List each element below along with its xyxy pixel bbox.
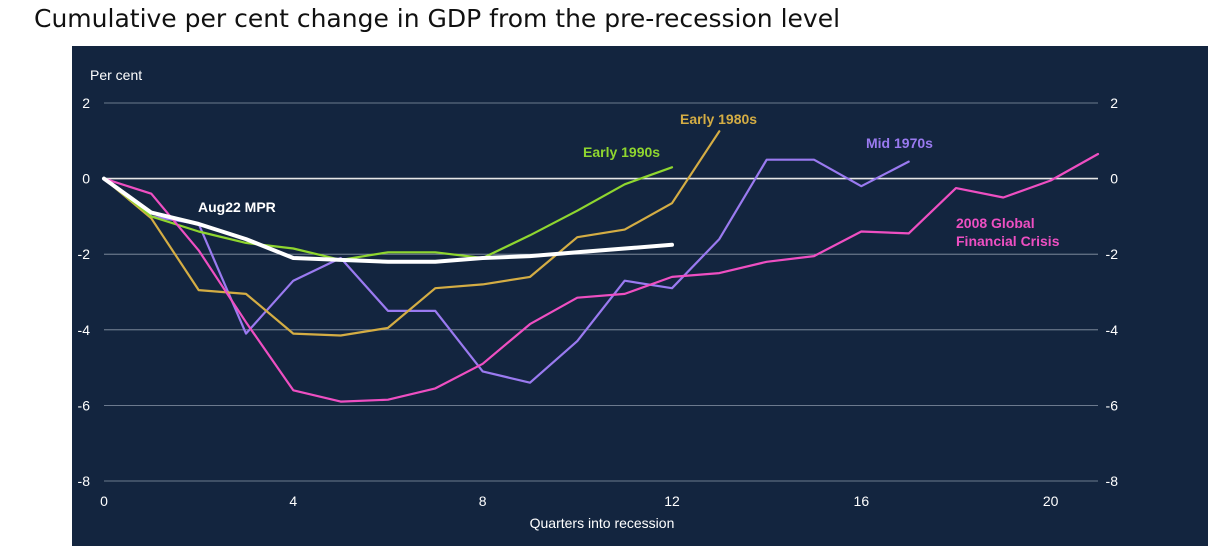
x-tick-label: 8 (479, 493, 487, 509)
grid-layer (104, 102, 1098, 482)
y-tick-label-right: 0 (1110, 171, 1118, 187)
series-line-2008-global-financial-crisis (102, 152, 1100, 403)
chart-panel: 2 2 0 0 -2 -2 -4 -4 -6 -6 -8 -8 0 4 8 12 16 20 Per cent Q… (72, 46, 1208, 546)
y-tick-label-left: -6 (78, 397, 91, 413)
y-tick-label-right: 2 (1110, 95, 1118, 111)
y-tick-label-right: -2 (1106, 246, 1119, 262)
series-labels: Mid 1970s Early 1980s Early 1990s 2008 Glob… (198, 111, 1060, 249)
y-tick-label-left: -8 (78, 473, 91, 489)
x-tick-label: 12 (664, 493, 680, 509)
series-layer (102, 130, 1100, 403)
series-label-2008-global-financial-crisis: 2008 Global Financial Crisis (956, 215, 1060, 249)
y-tick-label-left: 2 (82, 95, 90, 111)
x-tick-label: 0 (100, 493, 108, 509)
series-label-aug22-mpr: Aug22 MPR (198, 199, 276, 215)
x-axis-title: Quarters into recession (530, 515, 675, 531)
y-axis-title: Per cent (90, 67, 142, 83)
series-line-mid-1970s (102, 158, 910, 384)
tick-labels: 2 20 0-2 -2-4 -4-6 -6-8 -80 4 8 12 16 20 (78, 95, 1119, 509)
y-tick-label-right: -8 (1106, 473, 1119, 489)
x-tick-label: 16 (854, 493, 870, 509)
series-label-early-1980s: Early 1980s (680, 111, 757, 127)
series-label-mid-1970s: Mid 1970s (866, 135, 933, 151)
series-line-early-1990s (102, 166, 674, 261)
gdp-line-chart: 2 20 0-2 -2-4 -4-6 -6-8 -80 4 8 12 16 20 Per cent Q… (78, 67, 1119, 531)
series-line-aug22-mpr (102, 176, 674, 264)
y-tick-label-right: -6 (1106, 397, 1119, 413)
series-label-early-1990s: Early 1990s (583, 144, 660, 160)
x-tick-label: 20 (1043, 493, 1059, 509)
y-tick-label-left: 0 (82, 171, 90, 187)
y-tick-label-left: -2 (78, 246, 91, 262)
y-tick-label-left: -4 (78, 322, 91, 338)
x-tick-label: 4 (289, 493, 297, 509)
series-line-early-1980s (102, 130, 721, 337)
page-title: Cumulative per cent change in GDP from t… (34, 4, 841, 33)
y-tick-label-right: -4 (1106, 322, 1119, 338)
